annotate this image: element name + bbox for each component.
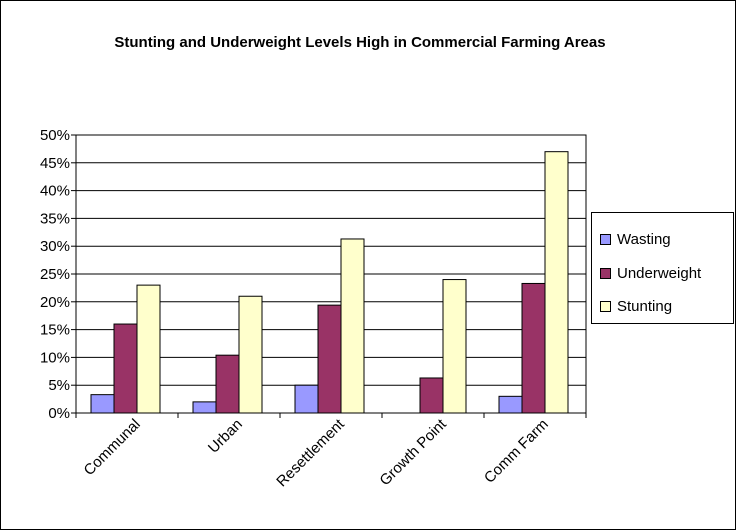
legend-label-wasting: Wasting <box>617 230 671 248</box>
bar-wasting <box>294 384 319 414</box>
y-tick-label: 20% <box>40 294 70 311</box>
x-tick-label: Communal <box>81 416 144 479</box>
y-tick-label: 35% <box>40 210 70 227</box>
y-tick-label: 15% <box>40 322 70 339</box>
legend-item-stunting: Stunting <box>600 296 672 316</box>
bar-underweight <box>215 354 240 414</box>
legend-swatch-underweight <box>600 267 611 279</box>
bar-underweight <box>113 323 138 414</box>
legend-label-stunting: Stunting <box>617 297 673 315</box>
x-tick-label: Comm Farm <box>481 416 552 487</box>
chart-legend: Wasting Underweight Stunting <box>591 212 734 324</box>
bar-underweight <box>521 282 546 414</box>
legend-label-underweight: Underweight <box>617 264 702 282</box>
y-tick-label: 30% <box>40 238 70 255</box>
x-tick-label: Growth Point <box>376 415 450 489</box>
bar-wasting <box>90 394 115 414</box>
bar-wasting <box>498 395 523 414</box>
legend-swatch-stunting <box>600 300 611 312</box>
chart-title: Stunting and Underweight Levels High in … <box>114 34 606 51</box>
bar-wasting <box>192 401 217 414</box>
legend-item-wasting: Wasting <box>600 229 671 249</box>
x-tick-label: Urban <box>205 416 246 457</box>
y-tick-label: 10% <box>40 349 70 366</box>
bar-underweight <box>419 377 444 414</box>
y-tick-label: 50% <box>40 127 70 144</box>
bar-stunting <box>340 238 365 414</box>
y-tick-label: 25% <box>40 266 70 283</box>
y-tick-label: 5% <box>48 377 70 394</box>
y-tick-label: 0% <box>48 405 70 422</box>
bar-stunting <box>442 279 467 414</box>
y-tick-label: 40% <box>40 183 70 200</box>
bar-stunting <box>136 284 161 414</box>
x-tick-label: Resettlement <box>273 415 348 490</box>
legend-item-underweight: Underweight <box>600 263 701 283</box>
bar-stunting <box>544 151 569 414</box>
y-tick-label: 45% <box>40 155 70 172</box>
bar-underweight <box>317 304 342 414</box>
legend-swatch-wasting <box>600 233 611 245</box>
bar-stunting <box>238 295 263 414</box>
